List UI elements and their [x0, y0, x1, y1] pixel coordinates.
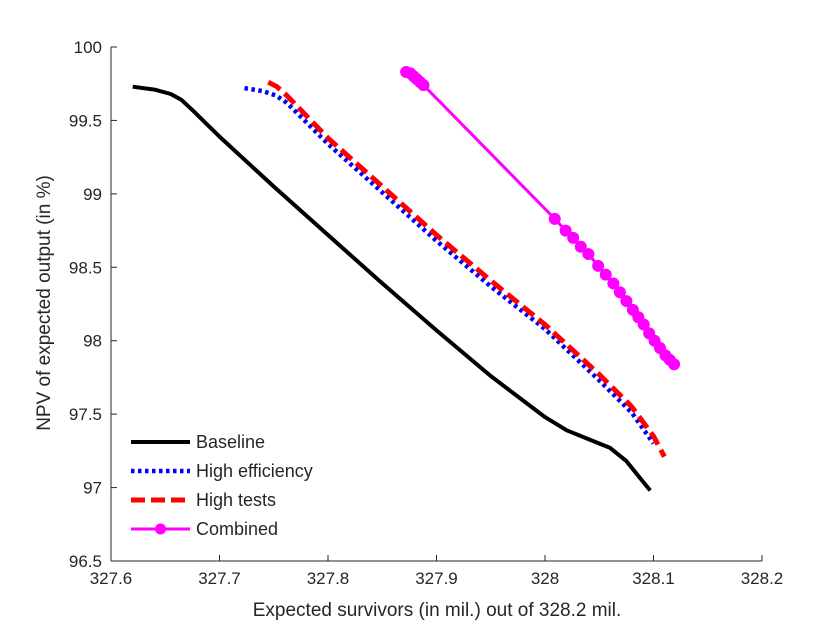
y-tick-label: 98.5 — [69, 258, 102, 277]
data-point — [567, 231, 580, 244]
legend: Baseline High efficiency High tests Combine… — [131, 432, 313, 539]
y-tick-label: 96.5 — [69, 552, 102, 571]
data-point — [613, 286, 626, 299]
x-tick-label: 327.7 — [198, 569, 241, 588]
x-tick-label: 327.9 — [415, 569, 458, 588]
series-group — [132, 65, 681, 492]
data-point — [582, 248, 595, 261]
y-tick-label: 97 — [83, 479, 102, 498]
legend-item-high-tests: High tests — [131, 490, 276, 510]
axes: 327.6 327.7 327.8 327.9 328 328.1 328.2 96.5 97 9… — [69, 38, 783, 588]
x-tick-label: 327.8 — [307, 569, 350, 588]
data-point — [599, 268, 612, 281]
legend-item-high-efficiency: High efficiency — [131, 461, 313, 481]
legend-label: Combined — [196, 519, 278, 539]
plot-background — [111, 47, 762, 561]
y-tick-label: 98 — [83, 332, 102, 351]
data-point — [620, 295, 633, 308]
data-point — [548, 212, 561, 225]
y-tick-label: 99.5 — [69, 111, 102, 130]
legend-item-baseline: Baseline — [131, 432, 265, 452]
data-point — [417, 79, 430, 92]
data-point — [592, 259, 605, 272]
y-tick-label: 99 — [83, 185, 102, 204]
x-tick-label: 328.2 — [741, 569, 784, 588]
legend-marker — [155, 523, 166, 535]
x-tick-label: 328 — [531, 569, 559, 588]
plot-area — [111, 47, 762, 561]
series-combined — [400, 65, 681, 371]
series-line-high-efficiency — [244, 85, 656, 445]
data-point — [668, 358, 681, 371]
y-axis-label: NPV of expected output (in %) — [34, 175, 55, 431]
series-high-tests — [267, 79, 667, 458]
series-line-baseline — [132, 84, 652, 492]
data-point — [559, 224, 572, 237]
x-axis-label: Expected survivors (in mil.) out of 328.… — [253, 600, 622, 621]
legend-label: High tests — [196, 490, 276, 510]
data-point — [637, 318, 650, 331]
series-baseline — [132, 84, 652, 492]
legend-label: Baseline — [196, 432, 265, 452]
x-tick-label: 327.6 — [90, 569, 133, 588]
series-high-efficiency — [244, 85, 656, 445]
legend-item-combined: Combined — [131, 519, 278, 539]
x-tick-label: 328.1 — [632, 569, 675, 588]
data-point — [574, 240, 587, 253]
y-tick-label: 97.5 — [69, 405, 102, 424]
y-tick-label: 100 — [74, 38, 102, 57]
legend-label: High efficiency — [196, 461, 313, 481]
series-line-high-tests — [267, 79, 667, 458]
data-point — [607, 277, 620, 290]
